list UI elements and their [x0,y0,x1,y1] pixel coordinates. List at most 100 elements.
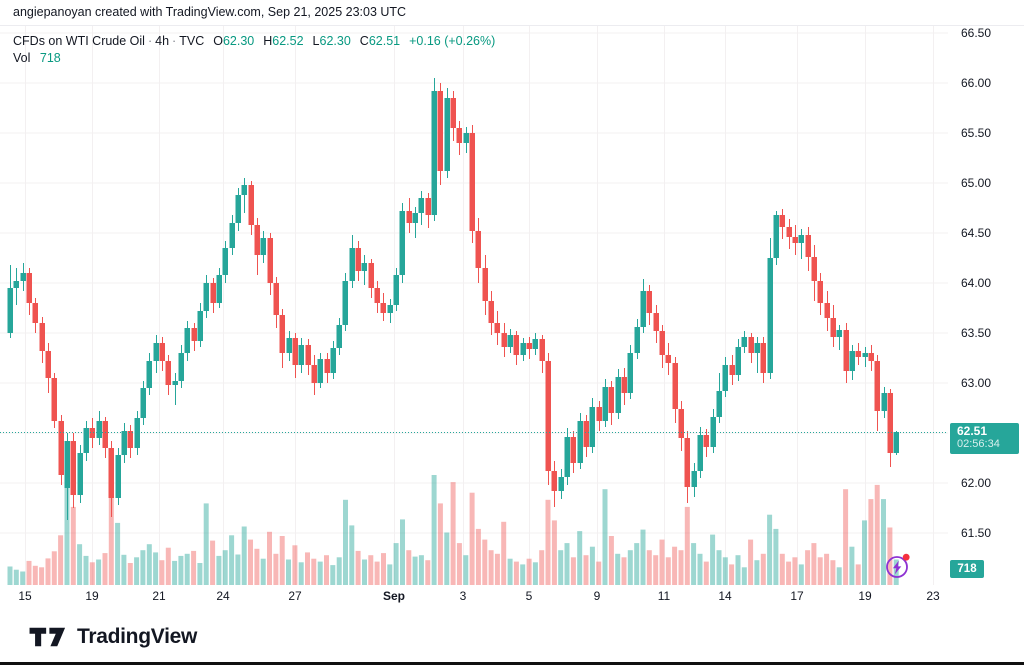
volume-bar [362,559,367,585]
volume-bar [526,558,532,585]
volume-bar [368,555,374,585]
volume-bar [475,528,481,585]
price-axis-label: 62.00 [961,476,992,490]
candle-body [836,330,842,337]
tradingview-logo-icon[interactable] [27,625,69,649]
volume-bar [450,482,456,585]
bar-countdown: 02:56:34 [957,438,1000,450]
volume-bar [539,550,545,585]
candle-body [115,455,121,498]
candle-body [374,288,380,303]
candle-body [121,431,127,455]
volume-bar [355,550,361,585]
candle-body [513,335,519,355]
price-axis-label: 65.00 [961,176,992,190]
candle-body [760,343,766,373]
legend-separator: · [172,34,177,48]
candle-body [507,335,513,347]
volume-bar [862,520,867,585]
candle-body [874,361,880,411]
candle-body [703,435,709,447]
volume-bar [767,514,773,585]
price-chart[interactable] [0,26,1024,586]
candle-body [893,432,899,453]
candle-body [475,231,481,268]
candle-body [437,91,443,171]
notification-dot [902,553,910,561]
candle-body [608,387,614,413]
candle-body [51,378,57,421]
volume-bar [760,553,766,585]
volume-bar [273,553,279,585]
candle-body [210,283,216,303]
volume-bar [279,536,285,585]
flash-icon[interactable] [884,551,911,579]
time-axis-label: 15 [18,589,32,603]
time-axis-label: 17 [790,589,804,603]
candle-body [311,365,317,383]
volume-bar [172,560,178,585]
candle-body [551,471,557,491]
volume-bar [102,553,108,585]
volume-bar [817,557,823,585]
candle-body [881,393,887,411]
volume-bar [381,553,386,585]
volume-bar [115,522,121,585]
symbol-title[interactable]: CFDs on WTI Crude Oil [13,34,145,48]
interval-label[interactable]: 4h [155,34,170,48]
volume-bar [608,536,614,585]
candle-body [589,407,595,447]
volume-bar [431,475,437,585]
volume-bar [710,534,716,585]
volume-bar [722,557,728,585]
price-axis[interactable]: 62.51 02:56:34 718 66.50 66.00 65.50 65.00 6… [948,0,1024,612]
volume-bar [824,553,830,585]
bottom-divider [0,662,1024,665]
volume-bar [70,506,76,585]
volume-bar [887,527,893,585]
candle-body [684,438,690,487]
tradingview-wordmark[interactable]: TradingView [77,625,198,648]
time-axis-label: 14 [718,589,732,603]
exchange-label[interactable]: TVC [179,34,205,48]
volume-bar [729,564,735,585]
volume-bar [83,555,89,585]
volume-bar [13,569,19,585]
candle-body [729,365,735,375]
volume-bar [805,550,811,585]
ohlc-open: O62.30 [213,34,255,48]
candle-body [178,353,184,381]
volume-bar [551,520,557,585]
candle-body [20,273,26,281]
volume-bar [621,557,627,585]
volume-bar [298,562,304,585]
candle-body [710,417,716,447]
candle-body [279,315,285,353]
candle-body [691,471,697,487]
last-price-value: 62.51 [957,424,988,438]
candle-body [887,393,893,453]
candle-body [241,185,247,195]
volume-bar [229,535,235,585]
candle-body [849,351,855,371]
volume-bar [349,525,355,585]
volume-bar [39,567,45,585]
volume-bar [32,565,38,585]
price-axis-label: 64.50 [961,226,992,240]
candle-body [292,338,298,365]
candle-body [39,323,45,351]
volume-bar [627,550,633,585]
time-axis-label: 21 [152,589,166,603]
volume-bar [254,548,260,585]
time-axis-label: Sep [382,589,406,603]
candle-body [811,257,817,281]
volume-bar [64,485,70,585]
candle-body [539,339,545,361]
time-axis-label: 23 [926,589,940,603]
volume-value: 718 [39,51,61,65]
candle-body [64,441,70,488]
candle-body [520,343,526,355]
time-axis[interactable]: 15 19 21 24 27 Sep 3 5 9 11 14 17 19 23 [0,586,948,608]
price-axis-label: 66.50 [961,26,992,40]
candle-body [336,325,342,348]
